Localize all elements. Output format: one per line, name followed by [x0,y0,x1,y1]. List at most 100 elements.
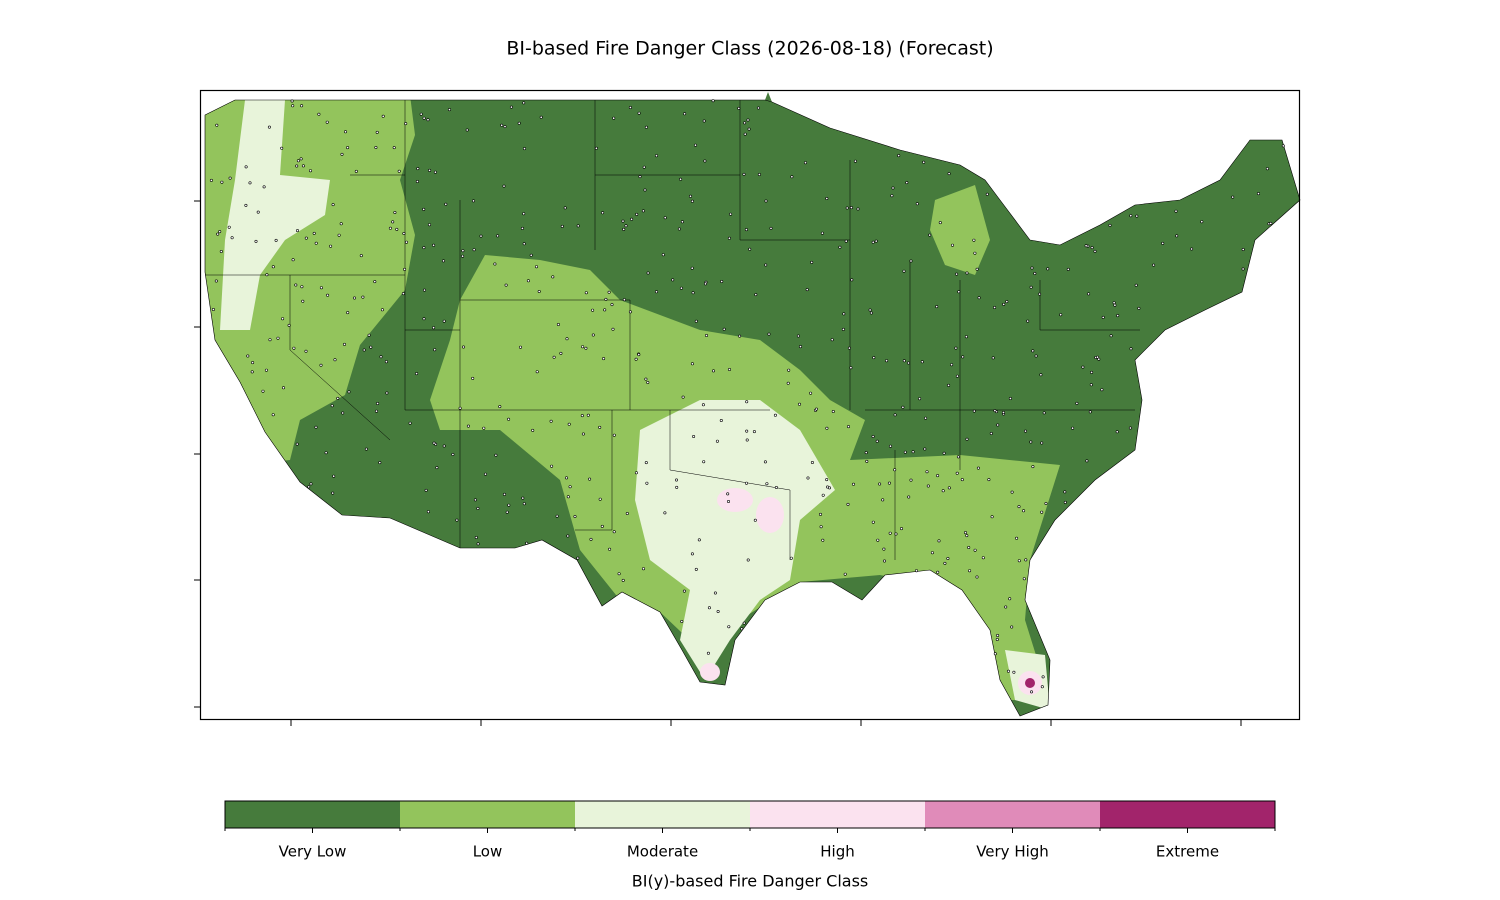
station [663,511,667,515]
station [271,413,275,417]
station [961,355,965,359]
station [537,289,541,293]
station [472,248,476,252]
station [871,520,875,524]
station [1134,283,1138,287]
station [719,418,723,422]
station [1100,388,1104,392]
station [993,652,997,656]
station [722,327,726,331]
station [682,589,686,593]
station [1041,675,1045,679]
colorbar-segment [1100,801,1275,828]
station [654,290,658,294]
colorbar-class-label: Very High [976,843,1049,861]
station [337,233,341,237]
station [502,492,506,496]
station [262,185,266,189]
station [846,425,850,429]
station [299,157,303,161]
station [920,360,924,364]
station [965,534,969,538]
station [764,199,768,203]
station [806,476,810,480]
station [312,231,316,235]
station [976,466,980,470]
colorbar-segment [925,801,1100,828]
station [950,243,954,247]
map-title: BI-based Fire Danger Class (2026-08-18) … [506,38,993,60]
station [256,210,260,214]
station [936,474,940,478]
station [871,434,875,438]
station [726,499,730,503]
station [1071,426,1075,430]
station [301,164,305,168]
station [591,333,595,337]
station [825,197,829,201]
station [331,203,335,207]
station [1040,685,1044,689]
station [947,486,951,490]
station [1081,365,1085,369]
station [925,470,929,474]
station [580,414,584,418]
station [1089,383,1093,387]
station [1174,209,1178,213]
station [319,286,323,290]
station [902,359,906,363]
station [388,226,392,230]
station [907,495,911,499]
station [1116,314,1120,318]
station [888,531,892,535]
station [341,411,345,415]
station [946,556,950,560]
station [702,460,706,464]
station [333,358,337,362]
station [977,296,981,300]
station [602,357,606,361]
station [594,146,598,150]
station [1015,536,1019,540]
colorbar-class-label: High [820,843,854,861]
station [601,211,605,215]
station [576,556,580,560]
station [675,485,679,489]
station [849,206,853,210]
station [1090,246,1094,250]
station [947,172,951,176]
station [975,267,979,271]
station [479,234,483,238]
station [281,386,285,390]
station [968,569,972,573]
station [309,482,313,486]
station [433,170,437,174]
station [993,409,997,413]
station [330,404,334,408]
station [740,627,744,631]
station [957,290,961,294]
station [539,115,543,119]
station [787,368,791,372]
station [359,254,363,258]
station [773,413,777,417]
station [404,240,408,244]
station [608,547,612,551]
station [753,518,757,522]
station [458,406,462,410]
region [635,400,835,680]
station [646,380,650,384]
station [720,279,724,283]
station [1128,426,1132,430]
station [325,120,329,124]
station [374,146,378,150]
station [878,482,882,486]
station [374,409,378,413]
station [726,492,730,496]
station [230,236,234,240]
station [419,112,423,116]
station [507,503,511,507]
station [402,232,406,236]
station [550,464,554,468]
